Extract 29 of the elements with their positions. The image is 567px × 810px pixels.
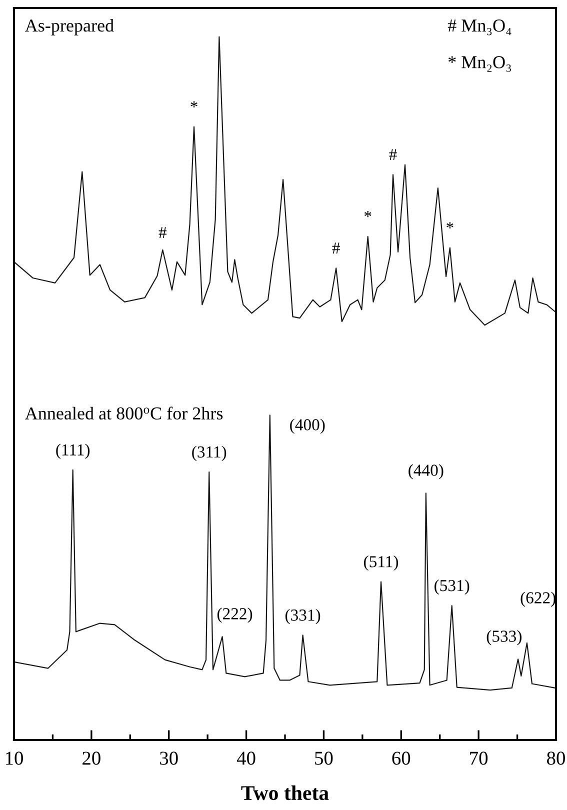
- x-tick-label: 60: [392, 752, 410, 765]
- x-tick-label: 50: [315, 752, 333, 765]
- annotation: Annealed at 800$^{o}$C for 2hrs: [25, 406, 223, 420]
- annotation: (531): [434, 579, 470, 595]
- annotation: (400): [290, 418, 325, 434]
- text: # Mn₃O₄: [448, 20, 512, 36]
- annotation: (222): [217, 608, 252, 623]
- annotation: (111): [56, 444, 90, 459]
- annotation: * Mn₂O₃: [448, 56, 511, 72]
- annotation: (311): [192, 446, 226, 461]
- annotation: (440): [408, 464, 444, 480]
- x-tick-label: 10: [6, 752, 23, 765]
- annotation: *: [190, 101, 198, 108]
- annotation: #: [389, 149, 397, 160]
- x-axis-title: Two theta: [241, 785, 329, 800]
- x-tick-label: 80: [547, 752, 565, 765]
- annotation: (331): [285, 609, 320, 624]
- x-tick-label: 30: [160, 752, 178, 765]
- annotation: (511): [364, 556, 398, 571]
- annotation: (622): [520, 592, 556, 607]
- x-tick-label: 70: [470, 752, 488, 765]
- annotation: #: [332, 242, 340, 254]
- x-tick-label: 40: [236, 752, 256, 765]
- annotation: *: [364, 210, 372, 218]
- text: As-prepared: [25, 18, 114, 36]
- annotation: *: [446, 222, 454, 228]
- annotation: (533): [486, 630, 522, 646]
- x-tick-label: 20: [82, 752, 100, 765]
- annotation: #: [158, 227, 167, 238]
